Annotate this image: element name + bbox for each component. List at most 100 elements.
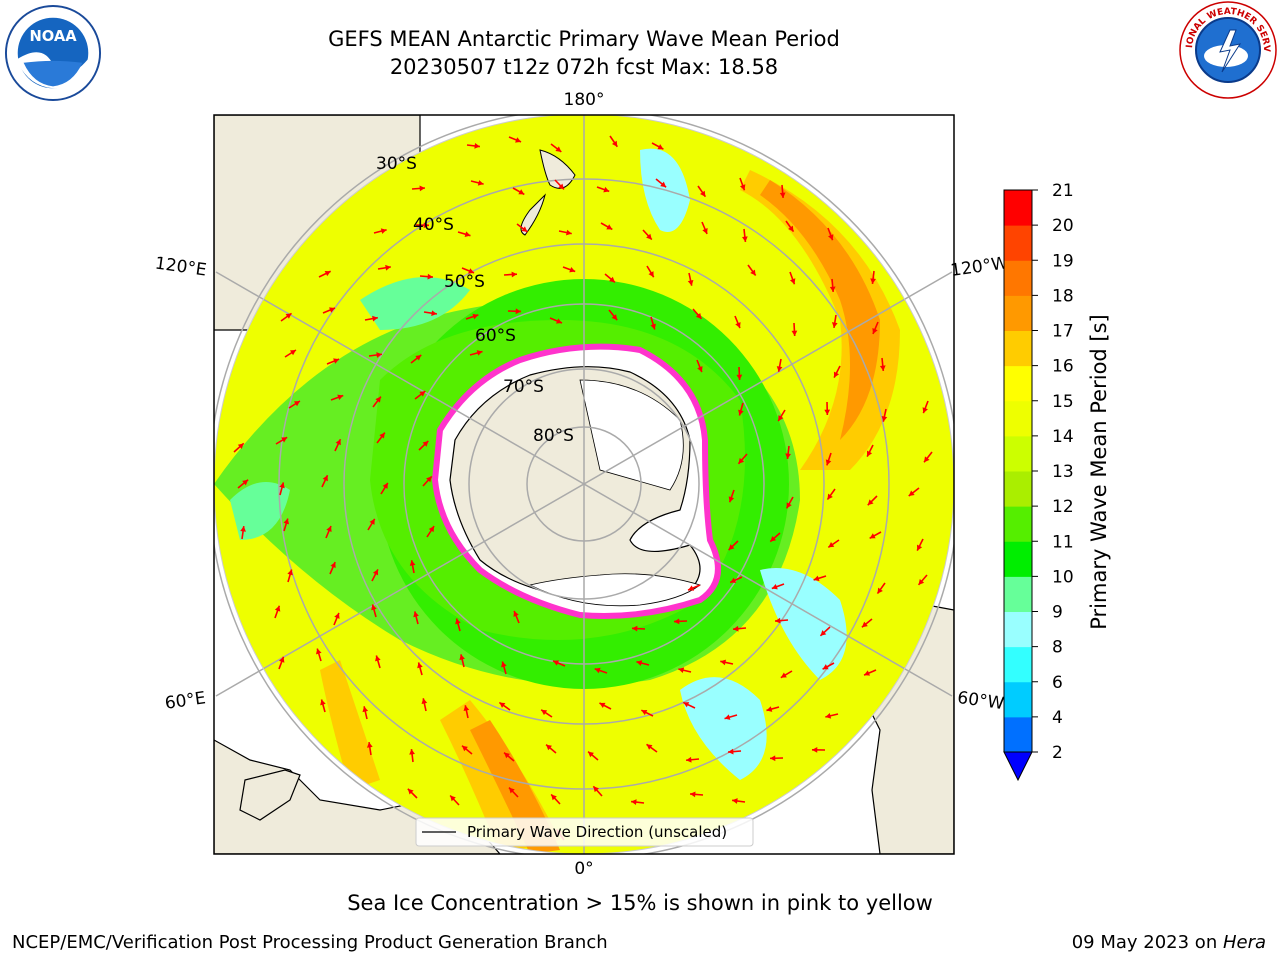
colorbar-tick-label: 20 [1052, 216, 1074, 236]
chart-title: GEFS MEAN Antarctic Primary Wave Mean Pe… [328, 27, 840, 51]
wave-arrow [829, 278, 836, 293]
wave-arrow [503, 752, 515, 762]
wave-arrow [636, 660, 650, 666]
colorbar-swatch [1004, 541, 1032, 577]
colorbar-swatch [1004, 646, 1032, 683]
wave-arrow [421, 698, 428, 712]
wave-arrow [469, 350, 483, 356]
wave-arrow [870, 270, 876, 285]
wave-arrow [367, 518, 376, 531]
wave-arrow [789, 271, 796, 285]
wave-arrow [741, 228, 748, 243]
wave-arrow [333, 612, 340, 626]
colorbar-tick-label: 16 [1052, 357, 1074, 377]
wave-arrow [876, 582, 886, 595]
wave-arrow [413, 611, 419, 625]
svg-text:NOAA: NOAA [29, 28, 77, 45]
wave-arrow [736, 366, 743, 381]
chart-subtitle: 20230507 t12z 072h fcst Max: 18.58 [389, 55, 779, 79]
wave-arrow [419, 273, 434, 280]
wave-arrow [463, 705, 470, 719]
colorbar-tick-label: 11 [1052, 532, 1074, 552]
wave-arrow [869, 531, 882, 540]
wave-arrow [371, 569, 379, 582]
wave-arrow [240, 526, 246, 540]
wave-arrow [362, 706, 369, 720]
colorbar-tick-label: 6 [1052, 673, 1063, 693]
wave-arrow [779, 184, 786, 199]
wave-arrow [777, 409, 786, 422]
wave-arrow [330, 394, 344, 401]
wave-arrow [407, 788, 418, 799]
wave-arrow [409, 560, 416, 574]
wave-arrow [368, 352, 382, 358]
latitude-labels: 30°S 40°S 50°S 60°S 70°S 80°S [376, 154, 574, 446]
wave-arrow [498, 701, 511, 711]
wave-arrow [516, 223, 528, 233]
wave-arrow [916, 538, 924, 551]
wave-arrow [600, 222, 613, 231]
colorbar-extend [1003, 751, 1033, 782]
wave-arrow [785, 220, 795, 233]
colorbar-tick-label: 9 [1052, 603, 1063, 623]
wave-arrow [366, 742, 373, 756]
wave-arrow [608, 309, 618, 321]
wave-arrow [501, 661, 507, 675]
wave-arrow [642, 229, 653, 241]
wave-arrow [766, 706, 780, 712]
colorbar-tick-label: 18 [1052, 286, 1074, 306]
wave-arrow [594, 667, 608, 674]
wave-arrow [325, 525, 332, 539]
wave-arrow [650, 316, 656, 330]
wave-arrow [466, 143, 481, 149]
wave-arrow [422, 475, 433, 487]
wave-arrow [549, 317, 563, 324]
colorbar-swatch [1004, 576, 1032, 612]
wave-arrow [826, 488, 836, 501]
colorbar-tick-label: 4 [1052, 708, 1063, 728]
wave-arrow [508, 787, 519, 798]
wave-arrow [646, 743, 658, 753]
wave-arrow [470, 180, 484, 186]
wave-arrow [558, 229, 572, 236]
wave-arrow [673, 618, 688, 625]
wave-arrow [461, 745, 473, 755]
wave-arrow [376, 432, 386, 444]
lat-label-70s: 70°S [503, 377, 544, 397]
colorbar-tick-label: 14 [1052, 427, 1074, 447]
wave-arrow [867, 495, 878, 506]
lat-label-40s: 40°S [413, 215, 454, 235]
wave-arrow [409, 748, 415, 763]
wave-arrow [562, 266, 576, 273]
wave-arrow [592, 785, 603, 797]
footer-date: 09 May 2023 on Hera [1072, 932, 1266, 953]
colorbar-swatch [1004, 260, 1032, 296]
wave-direction-arrows [233, 135, 933, 841]
wave-arrow [822, 662, 835, 670]
footer-date-text: 09 May 2023 on [1071, 932, 1223, 953]
wave-arrow [729, 576, 743, 584]
colorbar-tick-label: 15 [1052, 392, 1074, 412]
wave-arrow [769, 532, 781, 543]
wave-arrow [283, 518, 289, 532]
lon-label-180: 180° [564, 90, 605, 110]
colorbar-tick-label: 10 [1052, 567, 1074, 587]
wave-arrow [776, 358, 783, 372]
wave-arrow [734, 315, 741, 329]
caption: Sea Ice Concentration > 15% is shown in … [347, 891, 933, 915]
lon-label-60w: 60°W [956, 688, 1005, 714]
wave-arrow [833, 365, 841, 378]
wave-arrow [411, 185, 426, 192]
wave-arrow [813, 575, 827, 582]
wave-arrow [287, 569, 293, 583]
colorbar-swatch [1004, 365, 1032, 402]
wave-arrow [334, 438, 342, 452]
wave-arrow [678, 667, 692, 674]
wave-arrow [322, 307, 336, 314]
colorbar-swatch [1004, 611, 1032, 648]
wave-arrow [923, 451, 933, 463]
wave-arrow [685, 756, 700, 763]
wave-arrow [415, 222, 430, 229]
wave-arrow [545, 743, 557, 754]
wave-arrow [774, 617, 789, 624]
